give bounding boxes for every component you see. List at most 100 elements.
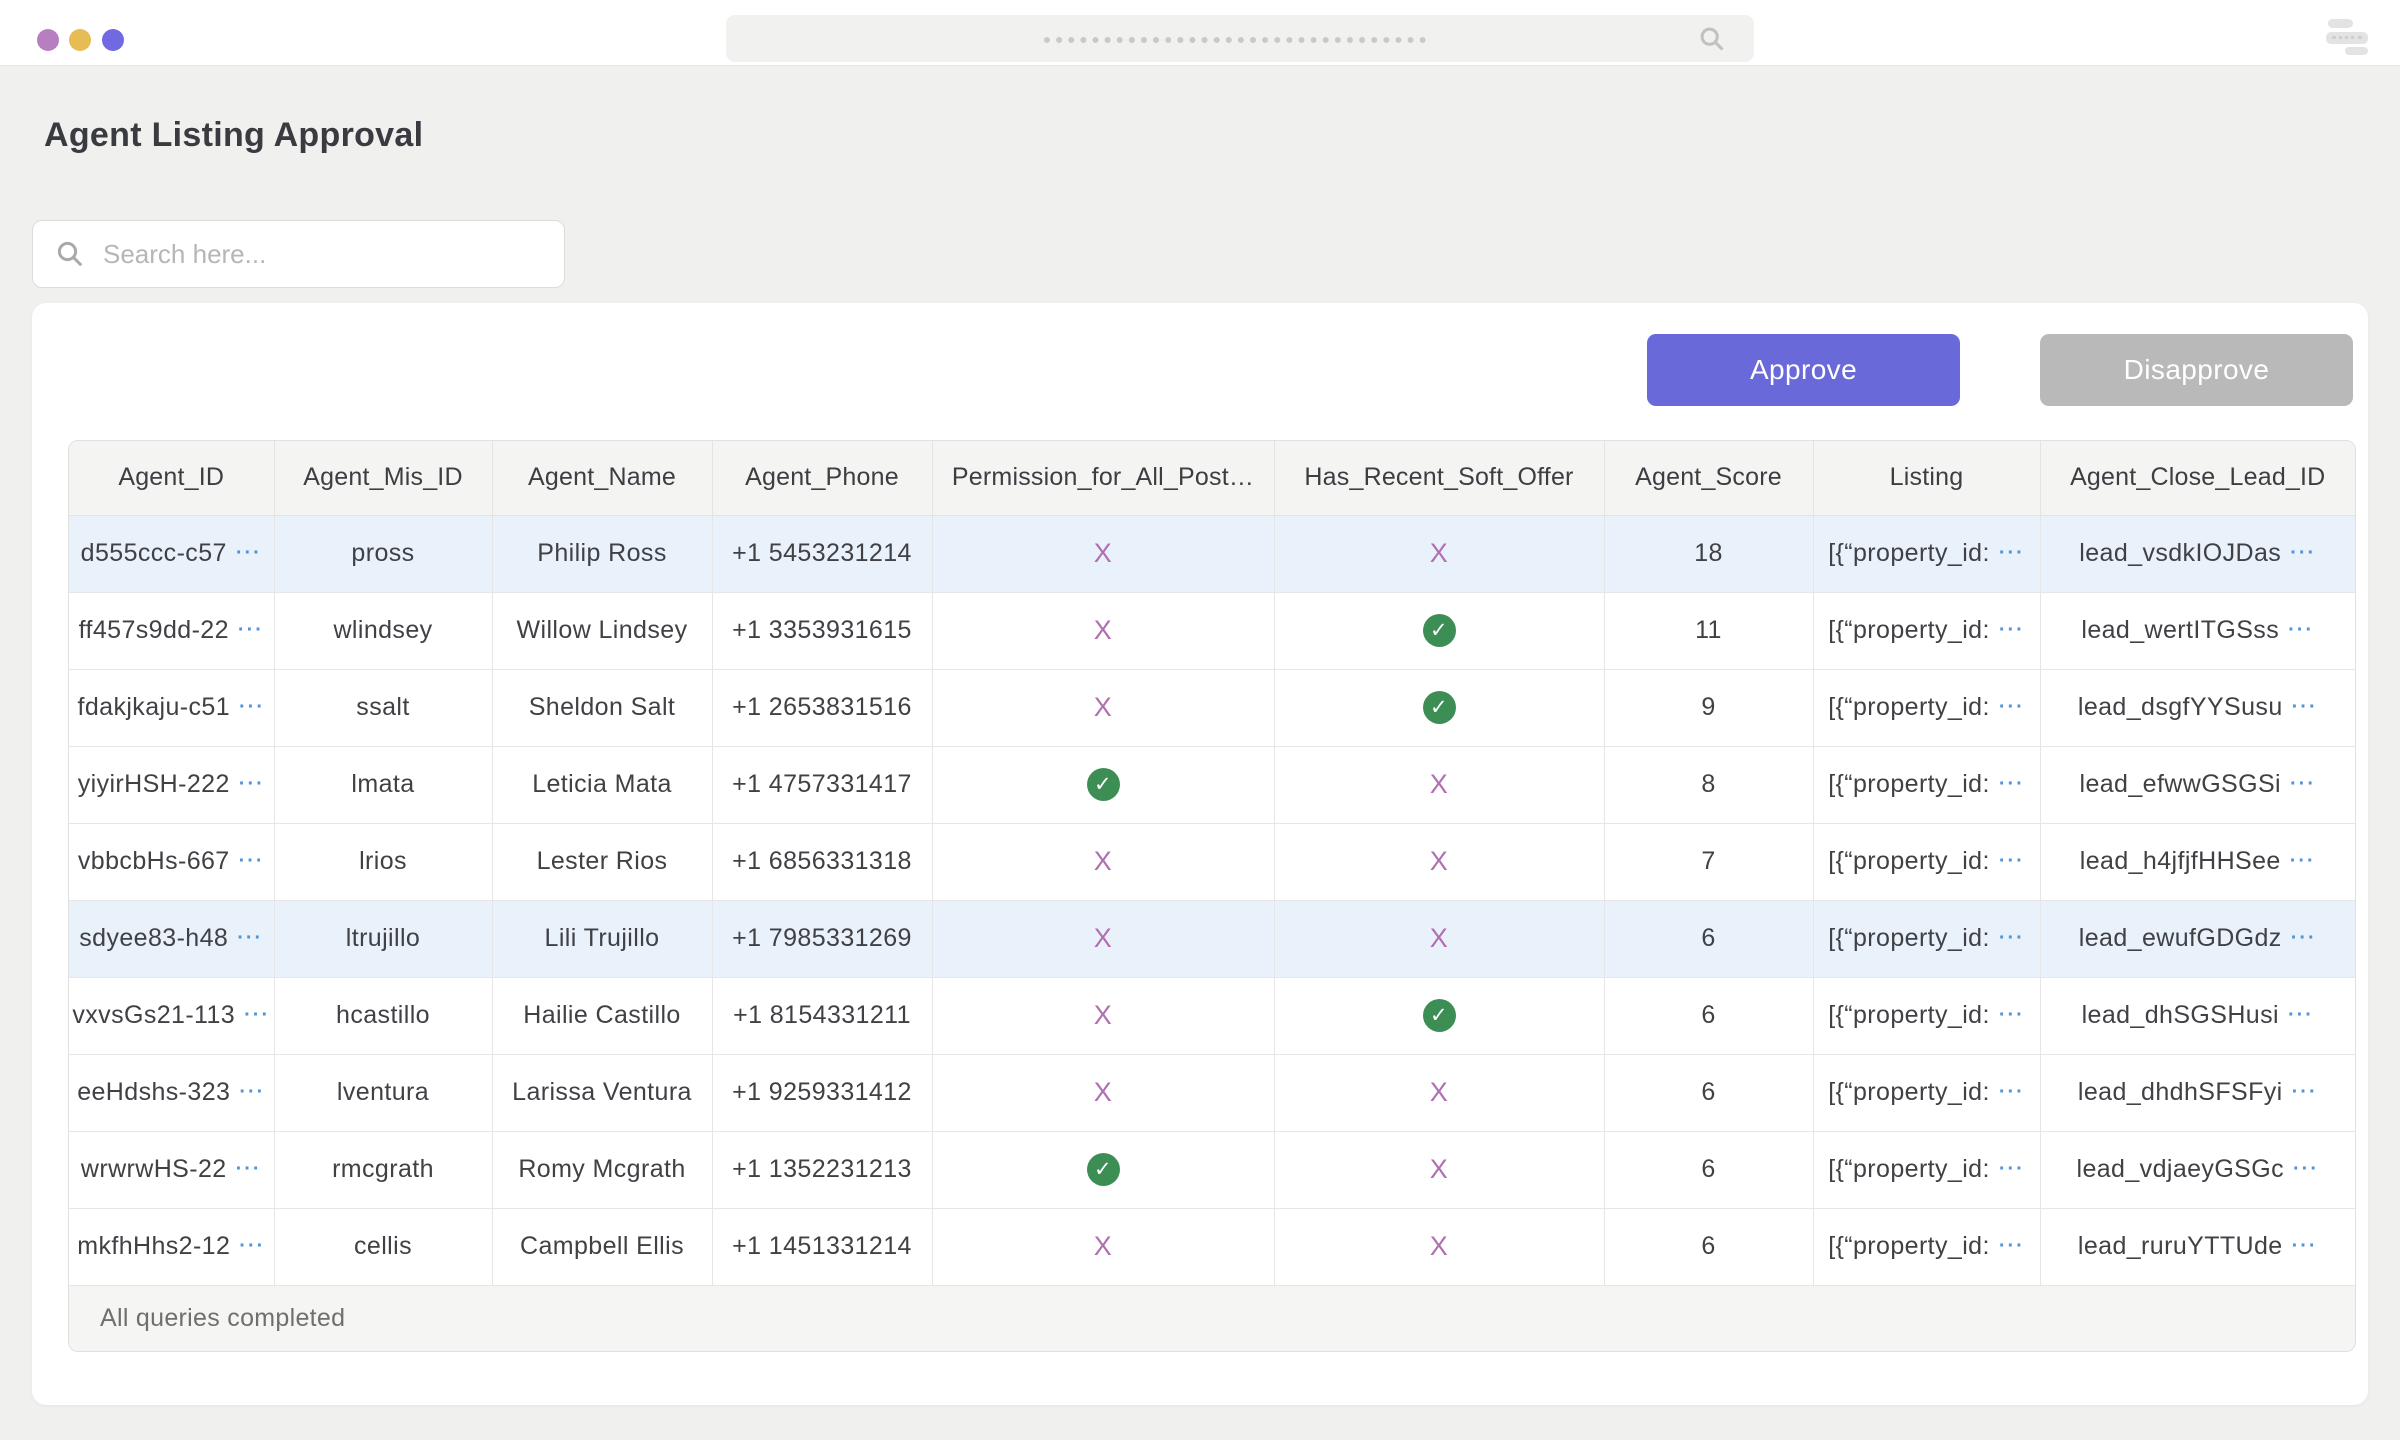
cell-agent-name: Hailie Castillo [492, 977, 713, 1055]
table-row[interactable]: eeHdshs-323 ··· lventura Larissa Ventura … [69, 1054, 2355, 1132]
expand-dots-icon[interactable]: ··· [1998, 1158, 2025, 1180]
expand-dots-icon[interactable]: ··· [2291, 696, 2318, 718]
cell-agent-score: 18 [1604, 515, 1814, 593]
cell-agent-id: fdakjkaju-c51 ··· [69, 669, 275, 747]
expand-dots-icon[interactable]: ··· [2290, 927, 2317, 949]
cell-agent-phone: +1 6856331318 [712, 823, 933, 901]
search-input[interactable] [103, 238, 542, 270]
expand-dots-icon[interactable]: ··· [2288, 619, 2315, 641]
cell-agent-phone: +1 5453231214 [712, 515, 933, 593]
expand-dots-icon[interactable]: ··· [2293, 1158, 2319, 1180]
expand-dots-icon[interactable]: ··· [235, 542, 262, 564]
cell-agent-name: Lili Trujillo [492, 900, 713, 978]
cell-agent-id: ff457s9dd-22 ··· [69, 592, 275, 670]
widget-bar [2326, 32, 2368, 44]
table-search-box[interactable] [32, 220, 565, 288]
table-row[interactable]: ff457s9dd-22 ··· wlindsey Willow Lindsey … [69, 592, 2355, 670]
table-row[interactable]: vbbcbHs-667 ··· lrios Lester Rios +1 6856… [69, 823, 2355, 901]
window-control-minimize[interactable] [69, 29, 91, 51]
expand-dots-icon[interactable]: ··· [2289, 850, 2316, 872]
cell-agent-id: vbbcbHs-667 ··· [69, 823, 275, 901]
cell-close-lead-id: lead_efwwGSGSi ··· [2040, 746, 2355, 824]
table-row[interactable]: yiyirHSH-222 ··· lmata Leticia Mata +1 47… [69, 746, 2355, 824]
cell-soft-offer: X [1274, 515, 1605, 593]
expand-dots-icon[interactable]: ··· [1998, 850, 2025, 872]
cell-soft-offer: X [1274, 900, 1605, 978]
table-row[interactable]: wrwrwHS-22 ··· rmcgrath Romy Mcgrath +1 1… [69, 1131, 2355, 1209]
cross-icon: X [1429, 538, 1449, 568]
blurred-url-text [1044, 37, 1426, 43]
window-control-close[interactable] [37, 29, 59, 51]
cell-soft-offer: ✓ [1274, 977, 1605, 1055]
table-row[interactable]: vxvsGs21-113 ··· hcastillo Hailie Castill… [69, 977, 2355, 1055]
expand-dots-icon[interactable]: ··· [238, 850, 265, 872]
expand-dots-icon[interactable]: ··· [2291, 1235, 2318, 1258]
expand-dots-icon[interactable]: ··· [235, 1158, 262, 1180]
cell-listing: [{“property_id: ··· [1813, 592, 2041, 670]
cell-close-lead-id: lead_dhdhSFSFyi ··· [2040, 1054, 2355, 1132]
cell-agent-score: 11 [1604, 592, 1814, 670]
col-header-agent-mis-id: Agent_Mis_ID [274, 441, 493, 516]
cell-agent-mis-id: wlindsey [274, 592, 493, 670]
cross-icon: X [1093, 923, 1113, 953]
col-header-agent-name: Agent_Name [492, 441, 713, 516]
expand-dots-icon[interactable]: ··· [1998, 1081, 2025, 1103]
table-row[interactable]: d555ccc-c57 ··· pross Philip Ross +1 5453… [69, 515, 2355, 593]
cell-listing: [{“property_id: ··· [1813, 823, 2041, 901]
col-header-permission: Permission_for_All_Post… [932, 441, 1275, 516]
expand-dots-icon[interactable]: ··· [1998, 696, 2025, 718]
cross-icon: X [1093, 1231, 1113, 1262]
col-header-agent-id: Agent_ID [69, 441, 275, 516]
expand-dots-icon[interactable]: ··· [237, 619, 264, 641]
cell-agent-score: 6 [1604, 1054, 1814, 1132]
cell-agent-id: yiyirHSH-222 ··· [69, 746, 275, 824]
expand-dots-icon[interactable]: ··· [1998, 542, 2025, 564]
cross-icon: X [1429, 846, 1449, 876]
cell-agent-mis-id: lrios [274, 823, 493, 901]
table-status-footer: All queries completed [69, 1285, 2355, 1351]
expand-dots-icon[interactable]: ··· [239, 1081, 266, 1103]
expand-dots-icon[interactable]: ··· [239, 696, 265, 718]
expand-dots-icon[interactable]: ··· [2290, 542, 2317, 564]
cell-agent-mis-id: hcastillo [274, 977, 493, 1055]
expand-dots-icon[interactable]: ··· [1998, 773, 2025, 795]
agents-table: Agent_ID Agent_Mis_ID Agent_Name Agent_P… [68, 440, 2356, 1352]
expand-dots-icon[interactable]: ··· [237, 927, 264, 949]
table-row[interactable]: mkfhHhs2-12 ··· cellis Campbell Ellis +1 … [69, 1208, 2355, 1285]
expand-dots-icon[interactable]: ··· [2290, 773, 2316, 795]
cell-listing: [{“property_id: ··· [1813, 669, 2041, 747]
browser-address-bar[interactable] [726, 15, 1754, 62]
cell-listing: [{“property_id: ··· [1813, 1131, 2041, 1209]
cell-agent-mis-id: ltrujillo [274, 900, 493, 978]
cell-agent-phone: +1 3353931615 [712, 592, 933, 670]
browser-extensions-area[interactable] [2326, 18, 2369, 55]
expand-dots-icon[interactable]: ··· [239, 1235, 266, 1258]
cell-close-lead-id: lead_dsgfYYSusu ··· [2040, 669, 2355, 747]
table-row[interactable]: sdyee83-h48 ··· ltrujillo Lili Trujillo +… [69, 900, 2355, 978]
expand-dots-icon[interactable]: ··· [244, 1004, 271, 1026]
search-icon [1700, 27, 1724, 51]
cross-icon: X [1093, 846, 1113, 876]
expand-dots-icon[interactable]: ··· [1998, 1004, 2025, 1026]
cell-agent-id: wrwrwHS-22 ··· [69, 1131, 275, 1209]
cell-agent-score: 6 [1604, 1208, 1814, 1285]
cell-soft-offer: ✓ [1274, 592, 1605, 670]
window-control-maximize[interactable] [102, 29, 124, 51]
approve-button[interactable]: Approve [1647, 334, 1960, 406]
expand-dots-icon[interactable]: ··· [238, 773, 265, 795]
expand-dots-icon[interactable]: ··· [1998, 927, 2025, 949]
cell-agent-phone: +1 8154331211 [712, 977, 933, 1055]
expand-dots-icon[interactable]: ··· [1998, 619, 2025, 641]
cell-close-lead-id: lead_h4jfjfHHSee ··· [2040, 823, 2355, 901]
cell-soft-offer: X [1274, 1208, 1605, 1285]
disapprove-button[interactable]: Disapprove [2040, 334, 2353, 406]
expand-dots-icon[interactable]: ··· [2291, 1081, 2318, 1103]
cell-agent-name: Sheldon Salt [492, 669, 713, 747]
approval-card: Approve Disapprove Agent_ID Agent_Mis_ID… [32, 303, 2368, 1405]
cell-close-lead-id: lead_vsdkIOJDas ··· [2040, 515, 2355, 593]
expand-dots-icon[interactable]: ··· [1998, 1235, 2025, 1258]
table-row[interactable]: fdakjkaju-c51 ··· ssalt Sheldon Salt +1 2… [69, 669, 2355, 747]
cross-icon: X [1093, 538, 1113, 568]
cell-agent-phone: +1 1352231213 [712, 1131, 933, 1209]
expand-dots-icon[interactable]: ··· [2287, 1004, 2314, 1026]
